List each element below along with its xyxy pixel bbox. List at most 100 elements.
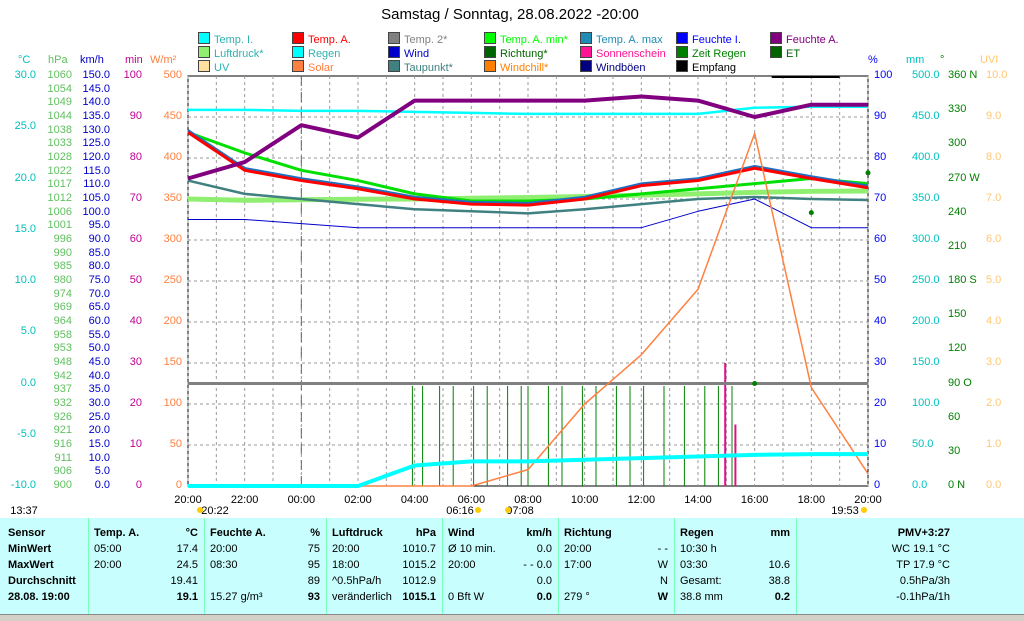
chart-area[interactable]: 20:00 22:00 00:00 02:00 04:00 06:00 08:00 10:00… xyxy=(0,0,1024,518)
axis-tick-rain: 500.0 xyxy=(912,69,940,81)
axis-tick-wind: 75.0 xyxy=(88,274,110,286)
panel-cell: 0.0 xyxy=(536,543,552,555)
axis-tick-wind: 20.0 xyxy=(88,424,110,437)
series-temp-outside xyxy=(187,131,869,207)
axis-tick-wind: 60.0 xyxy=(88,315,110,327)
panel-dir: Richtung 20:00 - - 17:00 W N 279 ° W xyxy=(558,518,674,614)
axis-unit-temp: °C xyxy=(18,54,31,66)
panel-row: WC 19.1 °C xyxy=(796,542,1024,557)
sun-marker-icon xyxy=(197,507,203,513)
axis-tick-wind: 125.0 xyxy=(82,137,110,150)
panel-cell: 0.2 xyxy=(774,591,790,603)
panel-cell: MaxWert xyxy=(8,559,54,571)
panel-cell: Sensor xyxy=(8,527,46,539)
panel-cell: % xyxy=(310,527,320,539)
panel-cell: °C xyxy=(185,527,198,539)
panel-cell: 1012.9 xyxy=(402,575,436,587)
axis-tick-uv: 4.0 xyxy=(986,315,1002,327)
panel-cell: 20:00 xyxy=(564,543,592,555)
axis-tick-solar: 350 xyxy=(163,192,182,204)
legend-swatch xyxy=(388,60,400,72)
x-tick-label: 20:00 xyxy=(854,494,882,506)
panel-cell: 10.6 xyxy=(768,559,790,571)
panel-row: 19.1 xyxy=(88,590,204,605)
axis-tick-hum: 60 xyxy=(874,233,887,245)
axis-tick-solar: 400 xyxy=(163,151,182,163)
axis-tick-solar: 300 xyxy=(163,233,182,245)
panel-divider xyxy=(796,518,797,614)
axis-tick-hum: 100 xyxy=(874,69,893,81)
axis-tick-solar: 450 xyxy=(163,110,182,122)
axis-tick-wind: 85.0 xyxy=(88,246,110,259)
axis-tick-wind: 70.0 xyxy=(88,287,110,300)
legend-label: Temp. I. xyxy=(214,34,254,46)
panel-row: 38.8 mm 0.2 xyxy=(674,590,796,605)
axis-tick-pressure: 1038 xyxy=(47,123,72,136)
panel-cell: 08:30 xyxy=(210,559,238,571)
axis-tick-pressure: 969 xyxy=(53,301,72,314)
axis-tick-pressure: 926 xyxy=(53,410,72,423)
panel-cell: ^0.5hPa/h xyxy=(332,575,382,587)
axis-tick-wind: 145.0 xyxy=(82,82,110,95)
axis-tick-pressure: 1028 xyxy=(47,151,72,163)
panel-row: 20:00 24.5 xyxy=(88,558,204,573)
panel-row: Regen mm xyxy=(674,526,796,541)
panel-cell: 20:00 xyxy=(332,543,360,555)
panel-row: Luftdruck hPa xyxy=(326,526,442,541)
panel-pmv: PMV+3:27 WC 19.1 °C TP 17.9 °C 0.5hPa/3h -0.… xyxy=(796,518,1024,614)
panel-cell: 0.0 xyxy=(536,591,552,603)
axis-tick-wind: 120.0 xyxy=(82,151,110,163)
legend-item: Sonnenschein xyxy=(580,46,666,61)
panel-cell: 0 Bft W xyxy=(448,591,485,603)
axis-tick-dir: 150 xyxy=(948,308,967,321)
axis-tick-hum: 90 xyxy=(874,110,887,122)
axis-tick-pressure: 1044 xyxy=(47,110,72,122)
panel-cell: 1015.1 xyxy=(402,591,436,603)
legend-swatch xyxy=(292,46,304,58)
panel-row: Richtung xyxy=(558,526,674,541)
axis-tick-solar: 250 xyxy=(163,274,182,286)
panel-cell: 0.0 xyxy=(536,575,552,587)
panel-cell: Durchschnitt xyxy=(8,575,76,587)
axis-tick-hum: 70 xyxy=(874,192,887,204)
axis-tick-hum: 10 xyxy=(874,438,887,450)
legend-item: Luftdruck* xyxy=(198,46,264,61)
panel-cell: 89 xyxy=(307,575,320,587)
legend-swatch xyxy=(484,32,496,44)
axis-tick-solar: 100 xyxy=(163,397,182,409)
axis-tick-pressure: 1006 xyxy=(47,205,72,218)
legend-item: Windböen xyxy=(580,60,646,75)
axis-tick-solar: 500 xyxy=(163,69,182,81)
axis-tick-uv: 6.0 xyxy=(986,233,1002,245)
panel-rain: Regen mm 10:30 h 03:30 10.6 Gesamt: 38.8 38.8 m… xyxy=(674,518,796,614)
axis-tick-min: 30 xyxy=(129,356,142,368)
panel-row: Feuchte A.% xyxy=(204,526,326,541)
axis-tick-solar: 200 xyxy=(163,315,182,327)
axis-tick-temp: 20.0 xyxy=(14,171,36,184)
axis-tick-wind: 115.0 xyxy=(83,164,110,177)
panel-cell: hPa xyxy=(415,527,436,539)
legend-item: Wind xyxy=(388,46,429,61)
legend-swatch xyxy=(198,32,210,44)
legend-label: Windchill* xyxy=(500,62,549,74)
legend-swatch xyxy=(292,60,304,72)
legend-swatch xyxy=(388,46,400,58)
panel-cell: 24.5 xyxy=(176,559,198,571)
panel-hum: Feuchte A.% 20:00 75 08:30 95 89 15.27 g/m³ 93 xyxy=(204,518,326,614)
axis-tick-wind: 40.0 xyxy=(88,369,110,382)
panel-cell: 0.5hPa/3h xyxy=(899,575,950,587)
panel-row: MaxWert xyxy=(0,558,88,573)
panel-row: 15.27 g/m³ 93 xyxy=(204,590,326,605)
axis-tick-pressure: 900 xyxy=(53,479,72,491)
panel-row: 17:00 W xyxy=(558,558,674,573)
axis-tick-pressure: 990 xyxy=(53,246,72,259)
axis-tick-min: 10 xyxy=(129,438,142,450)
panel-cell: 03:30 xyxy=(680,559,708,571)
axis-tick-hum: 80 xyxy=(874,151,887,163)
panel-row: Wind km/h xyxy=(442,526,558,541)
axis-tick-uv: 8.0 xyxy=(986,151,1002,163)
panel-row: 20:00 - - 0.0 xyxy=(442,558,558,573)
series-rain xyxy=(188,452,868,488)
panel-row: veränderlich 1015.1 xyxy=(326,590,442,605)
axis-tick-rain: 50.0 xyxy=(912,438,934,450)
